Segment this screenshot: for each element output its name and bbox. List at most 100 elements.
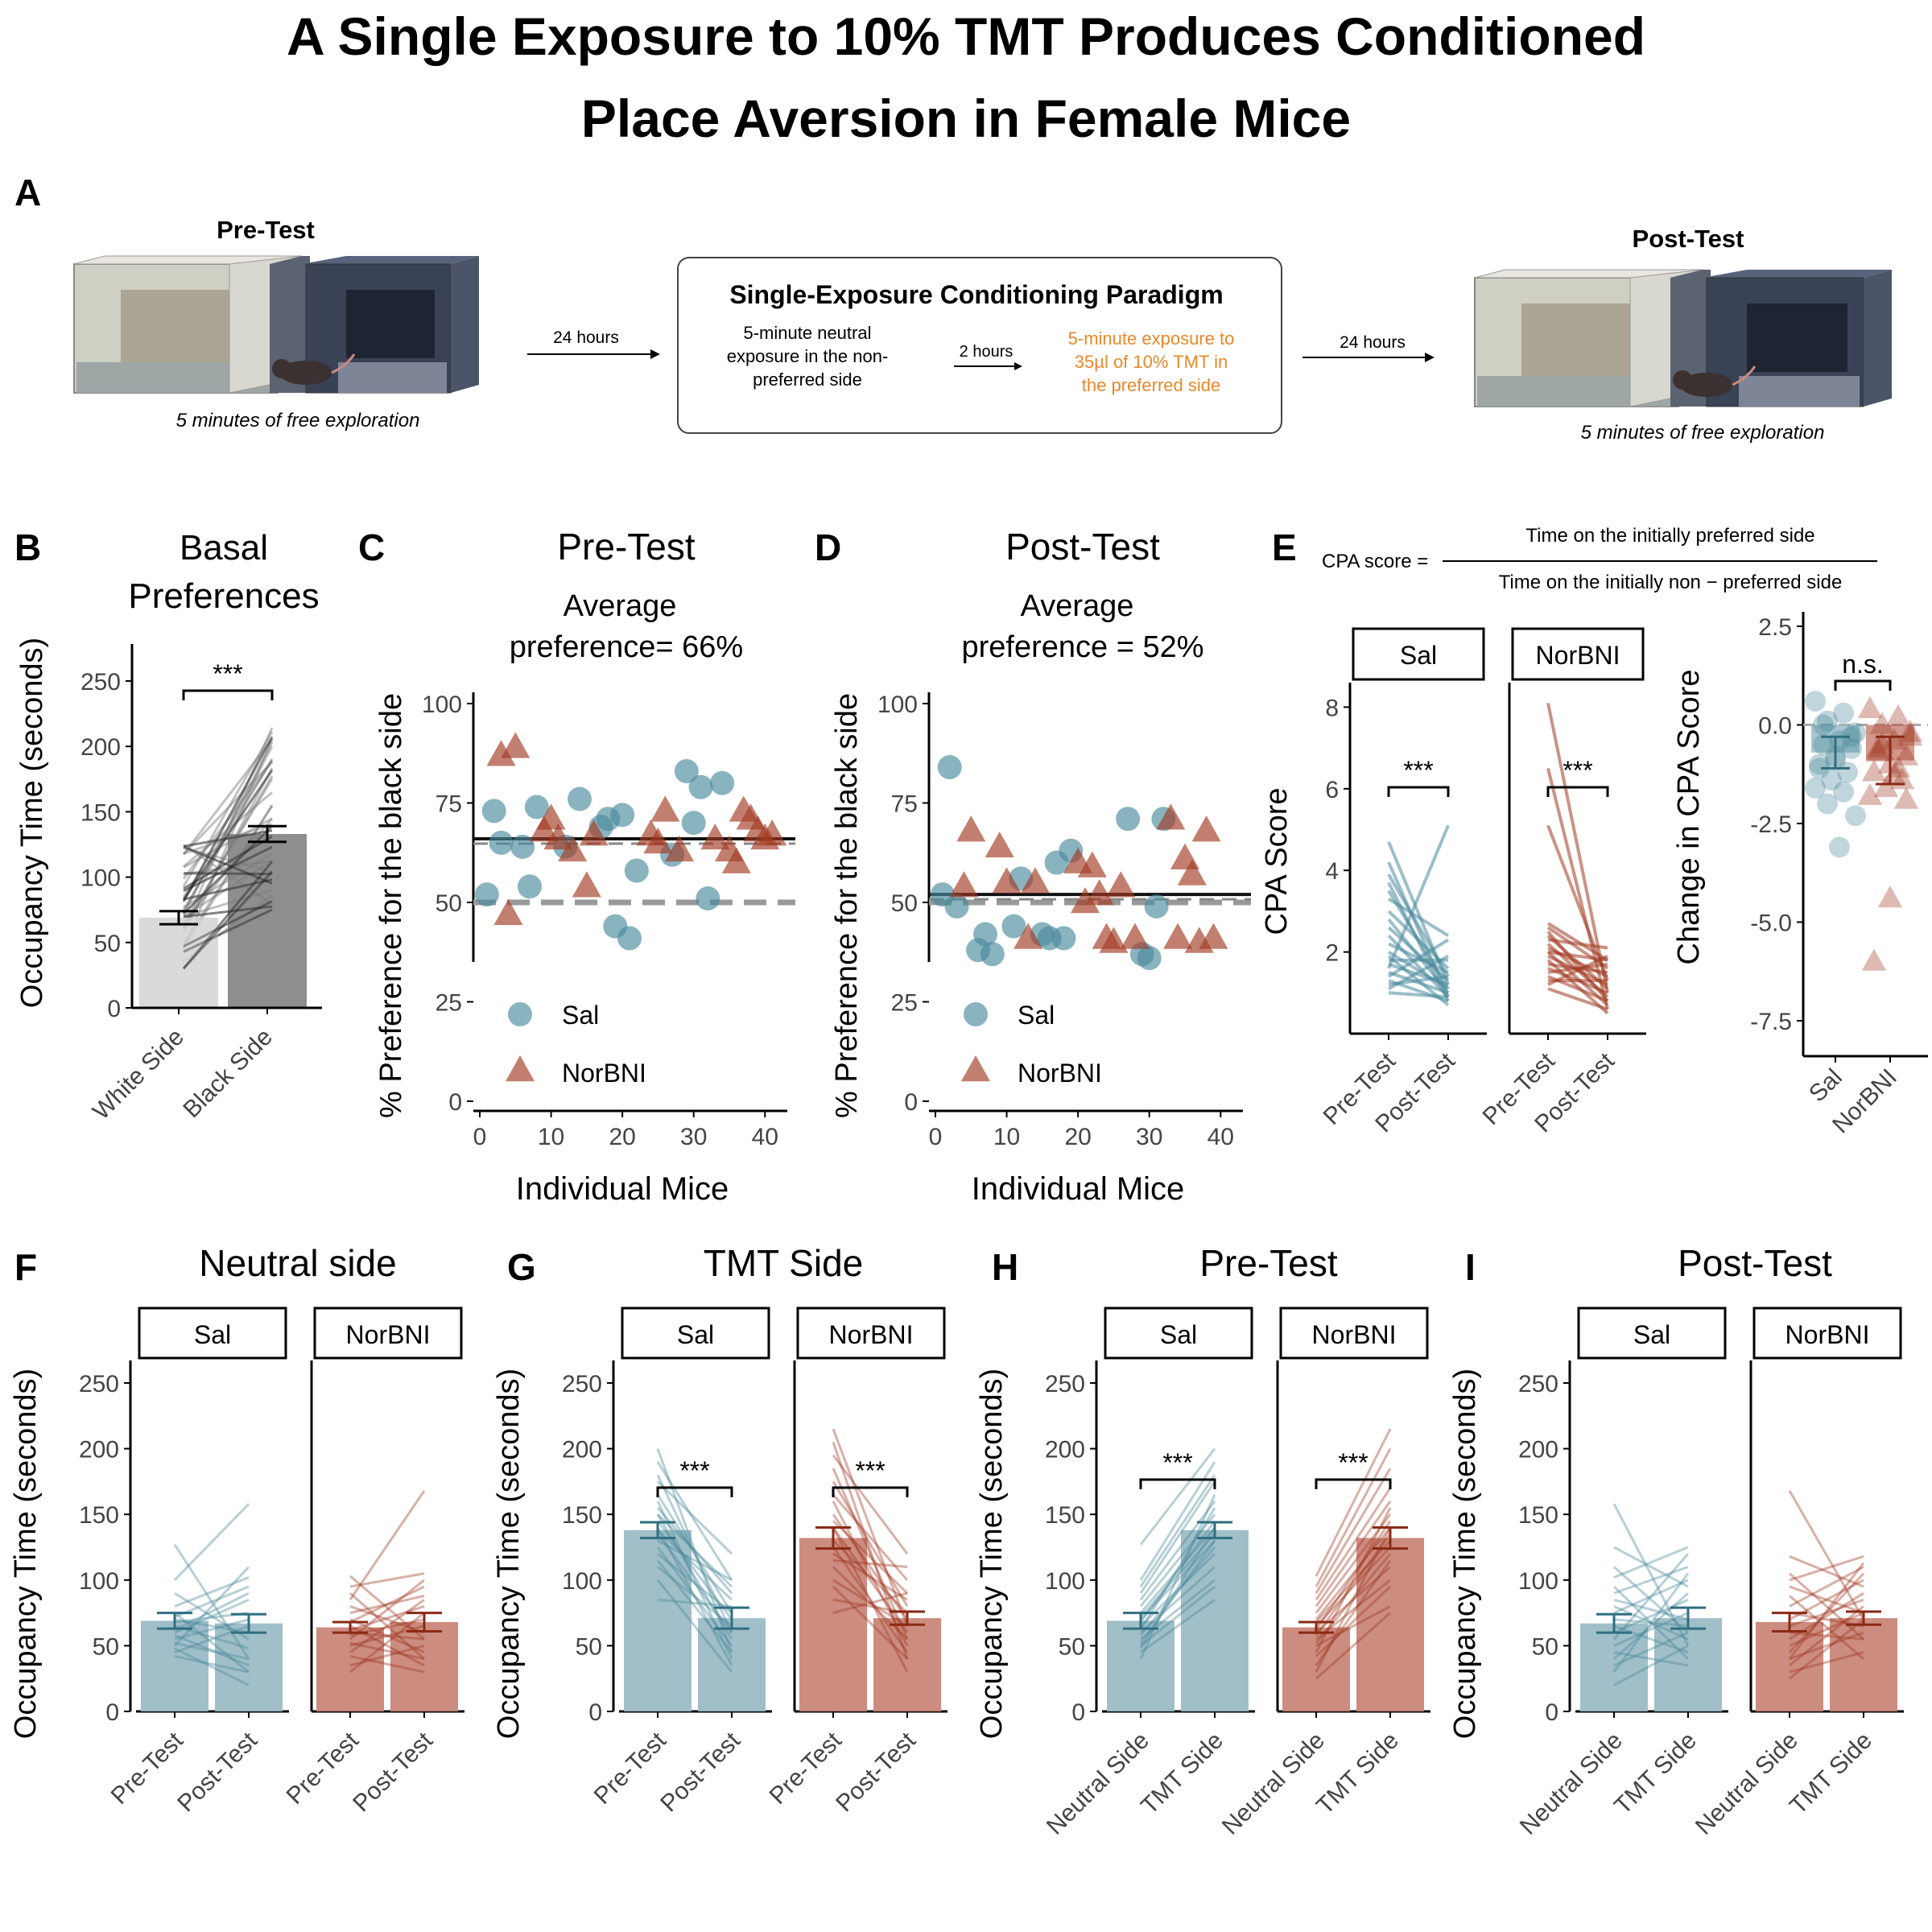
paired-line xyxy=(174,1618,250,1634)
paired-line xyxy=(832,1566,909,1641)
paired-line xyxy=(1315,1559,1392,1666)
sal-point xyxy=(1841,737,1862,759)
norbni-point xyxy=(558,835,588,862)
paired-line xyxy=(173,1503,250,1581)
paradigm-step2-line1: 5-minute exposure to xyxy=(1068,328,1235,349)
facet-strip-norbni xyxy=(1752,1307,1902,1360)
y-tick-label: -7.5 xyxy=(1750,1009,1792,1035)
y-tick-label: 25 xyxy=(891,990,918,1017)
x-tick-label: Neutral Side xyxy=(1515,1728,1628,1840)
paradigm-step2-line2: 35µl of 10% TMT in xyxy=(1075,352,1228,372)
paired-line xyxy=(173,1566,250,1647)
norbni-point xyxy=(1070,887,1100,914)
paired-line xyxy=(832,1558,908,1568)
significance-label: n.s. xyxy=(1842,650,1884,679)
facet-strip-label: NorBNI xyxy=(1536,641,1620,670)
norbni-point xyxy=(1013,923,1043,949)
sal-point xyxy=(489,830,514,855)
paired-line xyxy=(1315,1526,1392,1620)
y-axis-label: Occupancy Time (seconds) xyxy=(1448,1368,1482,1739)
significance-label: *** xyxy=(855,1456,885,1485)
paired-line xyxy=(1789,1572,1864,1641)
chart-d: 0 25 50 75 100 0 10 20 30 40 Individual Mice % Pref… xyxy=(830,691,1251,1207)
paired-line xyxy=(174,1612,250,1674)
legend-sal-label: Sal xyxy=(1018,1001,1055,1030)
sal-point xyxy=(1051,926,1076,951)
x-tick-label: Neutral Side xyxy=(1690,1728,1803,1840)
x-tick-label: Post-Test xyxy=(831,1727,921,1817)
paired-line xyxy=(183,878,273,901)
norbni-point xyxy=(949,871,979,898)
paired-line xyxy=(1789,1631,1864,1661)
paired-line xyxy=(832,1585,909,1660)
posttest-caption: 5 minutes of free exploration xyxy=(1581,422,1825,444)
paired-line xyxy=(656,1529,733,1601)
norbni-point xyxy=(493,898,523,926)
sal-point xyxy=(1817,793,1838,815)
paired-line xyxy=(182,861,274,970)
y-axis-label: Occupancy Time (seconds) xyxy=(9,1368,43,1739)
paired-line xyxy=(182,736,274,902)
y-axis-label: Occupancy Time (seconds) xyxy=(492,1368,526,1739)
paired-line xyxy=(349,1641,425,1661)
panel-c-title: Pre-Test xyxy=(557,526,695,568)
paired-line xyxy=(1315,1513,1392,1614)
paired-line xyxy=(1789,1598,1864,1628)
x-tick-label: TMT Side xyxy=(1136,1728,1228,1820)
norbni-point xyxy=(1163,923,1193,949)
y-tick-label: 6 xyxy=(1325,777,1339,803)
paired-line xyxy=(174,1624,250,1653)
sal-point xyxy=(1813,714,1834,736)
y-tick-label: 75 xyxy=(436,791,462,818)
paired-line xyxy=(1315,1553,1392,1645)
facet-strip-label: NorBNI xyxy=(829,1320,914,1349)
facet-strip-sal xyxy=(1352,627,1485,681)
y-axis-label: Change in CPA Score xyxy=(1672,670,1706,965)
sal-point xyxy=(518,874,542,899)
paired-line xyxy=(656,1559,733,1653)
paired-line xyxy=(656,1533,733,1633)
paired-line xyxy=(656,1579,733,1673)
paired-line xyxy=(174,1591,250,1632)
bar-black-side xyxy=(228,834,307,1008)
paired-line xyxy=(1613,1645,1689,1686)
paired-line xyxy=(182,761,274,856)
bar xyxy=(1580,1623,1648,1711)
y-tick-label: 0 xyxy=(1071,1699,1085,1726)
paired-line xyxy=(656,1480,733,1555)
y-tick-label: 100 xyxy=(422,691,462,718)
significance-bracket xyxy=(656,1486,733,1497)
paired-line xyxy=(657,1552,733,1614)
paired-line xyxy=(1387,824,1450,969)
paired-line xyxy=(1388,962,1449,987)
paired-line xyxy=(1387,938,1450,978)
paired-line xyxy=(656,1501,733,1660)
pretest-caption: 5 minutes of free exploration xyxy=(176,410,420,431)
sal-point xyxy=(937,755,962,780)
facet-strip-label: NorBNI xyxy=(346,1320,431,1349)
y-tick-label: 100 xyxy=(79,1568,119,1595)
x-tick-label: TMT Side xyxy=(1311,1728,1404,1820)
paired-line xyxy=(832,1546,909,1653)
paired-line xyxy=(1140,1585,1216,1647)
paired-line xyxy=(1315,1501,1392,1608)
y-tick-label: 100 xyxy=(1045,1568,1085,1595)
norbni-point xyxy=(543,823,573,850)
paired-line xyxy=(182,736,274,902)
paired-line xyxy=(174,1647,250,1686)
paired-line xyxy=(182,731,274,888)
arrow2-head xyxy=(1425,353,1435,362)
panel-letter-i: I xyxy=(1465,1246,1476,1288)
paired-line xyxy=(349,1585,425,1624)
y-tick-label: 150 xyxy=(562,1502,602,1529)
sal-point xyxy=(1833,702,1854,724)
y-tick-label: 0 xyxy=(448,1089,462,1116)
norbni-point xyxy=(1881,728,1907,750)
y-tick-label: 100 xyxy=(877,691,918,718)
paired-line xyxy=(182,769,274,901)
facet-strip-sal xyxy=(1577,1307,1727,1360)
norbni-point xyxy=(650,795,680,822)
pretest-label: Pre-Test xyxy=(217,216,315,244)
paired-line xyxy=(1613,1618,1689,1628)
